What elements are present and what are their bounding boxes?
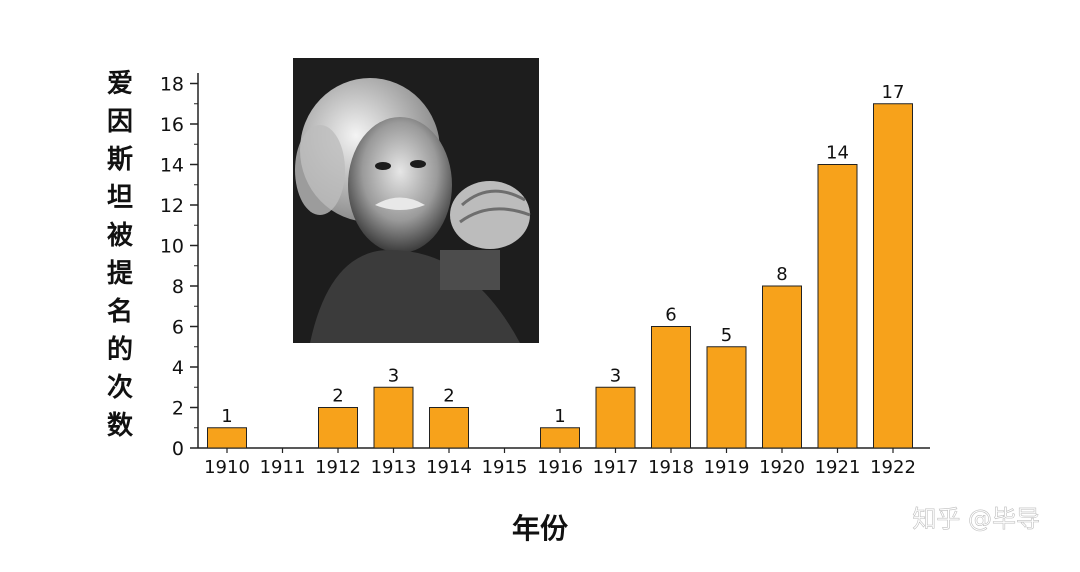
y-tick-label: 10 [160, 236, 184, 258]
y-axis-label-char: 提 [107, 259, 134, 289]
y-axis-label-char: 坦 [107, 183, 133, 213]
bar [651, 326, 691, 449]
y-tick-label: 6 [172, 317, 184, 339]
y-axis-label-char: 斯 [107, 145, 133, 175]
y-axis-label-char: 爱 [107, 69, 133, 99]
bar [817, 164, 858, 449]
y-axis-label-char: 名 [107, 296, 133, 327]
y-tick-label: 8 [172, 276, 184, 298]
y-axis-label-char: 的 [107, 334, 133, 365]
data-label: 14 [826, 143, 849, 164]
y-ticks: 0 2 4 6 8 10 12 14 16 18 [160, 74, 198, 460]
data-label: 8 [776, 264, 787, 285]
bar [873, 103, 913, 449]
y-axis-label-char: 被 [107, 221, 133, 251]
y-tick-label: 14 [160, 155, 184, 177]
x-tick-label: 1920 [759, 457, 805, 478]
x-tick-label: 1919 [704, 457, 750, 478]
y-tick-label: 18 [160, 74, 184, 96]
x-tick-label: 1918 [648, 457, 694, 478]
data-label: 6 [665, 305, 676, 326]
x-tick-label: 1912 [315, 457, 361, 478]
y-axis-label-char: 次 [107, 373, 133, 403]
watermark: 知乎 @毕导 [912, 505, 1040, 533]
x-tick-label: 1921 [815, 457, 861, 478]
y-tick-label: 12 [160, 195, 184, 217]
x-tick-label: 1914 [426, 457, 472, 478]
x-tick-label: 1917 [593, 457, 639, 478]
data-label: 2 [332, 386, 343, 407]
bar [595, 386, 636, 449]
x-tick-label: 1916 [537, 457, 583, 478]
y-axis-label-char: 数 [107, 411, 134, 441]
bar [762, 285, 802, 449]
y-tick-label: 0 [172, 438, 184, 460]
data-label: 5 [721, 325, 732, 346]
bar [207, 427, 247, 449]
data-label: 1 [554, 406, 565, 427]
portrait-photo [293, 58, 539, 343]
x-ticks: 1910 1911 1912 1913 1914 1915 1916 1917 1918 1919… [204, 448, 916, 478]
x-tick-label: 1913 [371, 457, 417, 478]
y-tick-label: 4 [172, 357, 184, 379]
data-label: 1 [221, 406, 232, 427]
bar [318, 407, 358, 449]
bars: 1 2 3 2 1 3 6 5 8 14 17 [207, 82, 913, 449]
data-label: 3 [388, 365, 399, 386]
bar [373, 386, 414, 449]
bar [429, 407, 469, 449]
y-axis-label-char: 因 [107, 107, 133, 137]
x-tick-label: 1910 [204, 457, 250, 478]
x-axis-label: 年份 [512, 512, 568, 545]
y-tick-label: 16 [160, 114, 184, 136]
data-label: 2 [443, 386, 454, 407]
x-tick-label: 1911 [260, 457, 306, 478]
bar [540, 427, 580, 449]
data-label: 3 [610, 365, 621, 386]
x-tick-label: 1915 [482, 457, 528, 478]
data-label: 17 [882, 82, 905, 103]
y-tick-label: 2 [172, 398, 184, 420]
bar [706, 346, 747, 449]
x-tick-label: 1922 [870, 457, 916, 478]
